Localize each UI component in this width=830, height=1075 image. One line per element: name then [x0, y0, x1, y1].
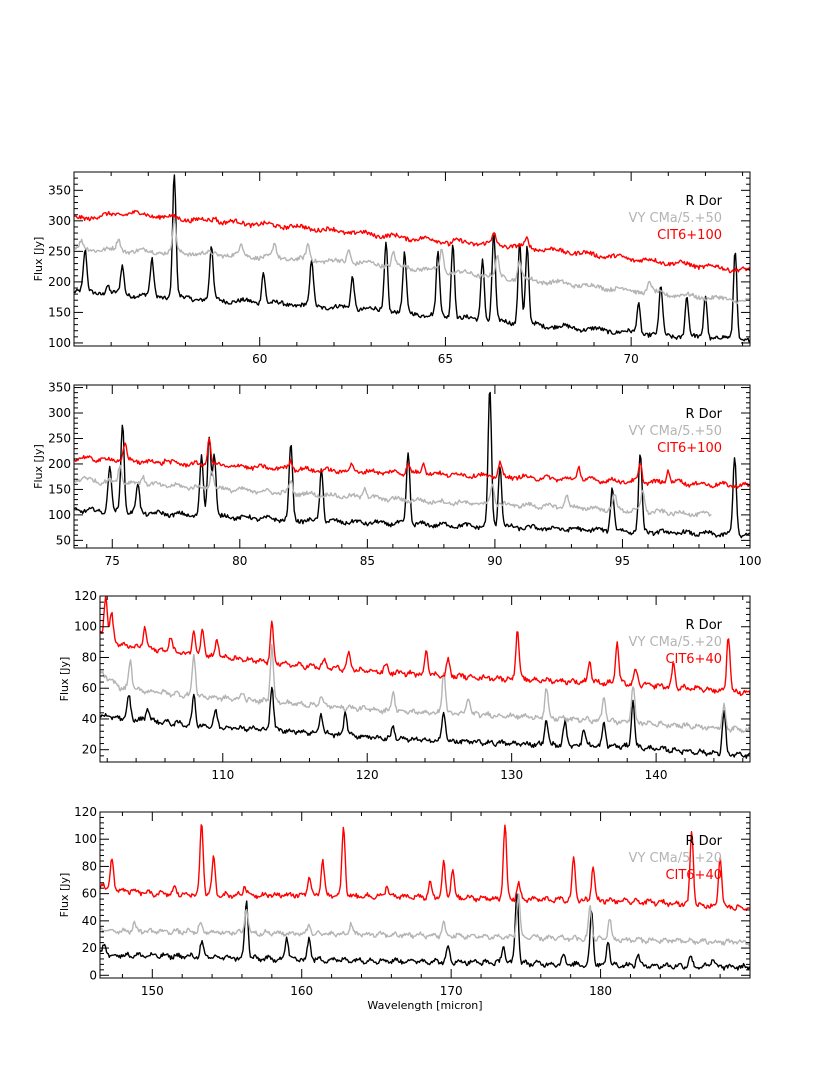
x-tick-label: 80 — [232, 554, 247, 568]
x-tick-label: 60 — [252, 352, 267, 366]
y-tick-label: 100 — [48, 508, 71, 522]
y-tick-label: 20 — [82, 743, 97, 757]
series-line-vy-cma-5-50 — [74, 217, 750, 305]
legend-entry: VY CMa/5.+50 — [629, 211, 722, 226]
y-tick-label: 300 — [48, 406, 71, 420]
x-tick-label: 120 — [356, 768, 379, 782]
y-tick-label: 300 — [48, 214, 71, 228]
x-tick-label: 160 — [290, 984, 313, 998]
series-line-cit6-40 — [100, 824, 750, 911]
y-tick-label: 250 — [48, 244, 71, 258]
x-tick-label: 170 — [440, 984, 463, 998]
y-tick-label: 80 — [82, 650, 97, 664]
x-tick-label: 180 — [589, 984, 612, 998]
x-tick-label: 75 — [105, 554, 120, 568]
legend-entry: CIT6+100 — [657, 228, 722, 243]
x-tick-label: 150 — [141, 984, 164, 998]
series-line-vy-cma-5-20 — [100, 893, 750, 947]
legend-entry: CIT6+40 — [665, 652, 722, 667]
y-tick-label: 80 — [82, 859, 97, 873]
x-tick-label: 85 — [360, 554, 375, 568]
x-tick-label: 130 — [500, 768, 523, 782]
panel-4: 150 160 170 180 0 20 40 60 80 100 120 Flux [Jy] Wave… — [58, 805, 751, 1012]
panel-1: 60 65 70 100 150 200 250 300 350 Flux [Jy] R Dor VY… — [32, 171, 751, 366]
series-line-cit6-40 — [100, 596, 750, 696]
x-tick-label: 100 — [739, 554, 762, 568]
panel-3: 110 120 130 140 20 40 60 80 100 120 Flux [Jy] R Dor… — [58, 589, 751, 782]
y-tick-label: 50 — [56, 533, 71, 547]
y-tick-label: 100 — [74, 832, 97, 846]
y-tick-label: 60 — [82, 681, 97, 695]
y-tick-label: 150 — [48, 305, 71, 319]
y-tick-label: 100 — [48, 336, 71, 350]
series-line-r-dor — [100, 686, 750, 759]
plot-frame — [99, 595, 751, 763]
y-axis-label: Flux [Jy] — [58, 873, 71, 918]
y-axis-label: Flux [Jy] — [58, 657, 71, 702]
y-tick-label: 200 — [48, 457, 71, 471]
series-line-r-dor — [100, 893, 750, 971]
panel-2: 75 80 85 90 95 100 50 100 150 200 250 300 350 Flux [J… — [32, 381, 761, 568]
series-line-cit6-100 — [74, 437, 750, 489]
x-tick-label: 140 — [645, 768, 668, 782]
y-tick-label: 40 — [82, 712, 97, 726]
legend-entry: VY CMa/5.+20 — [629, 635, 722, 650]
y-tick-label: 350 — [48, 381, 71, 395]
y-tick-label: 120 — [74, 589, 97, 603]
series-line-r-dor — [74, 174, 750, 343]
y-tick-label: 100 — [74, 620, 97, 634]
series-line-vy-cma-5-20 — [100, 644, 750, 733]
x-tick-label: 70 — [624, 352, 639, 366]
y-tick-label: 20 — [82, 941, 97, 955]
y-tick-label: 0 — [89, 968, 97, 982]
x-axis-label: Wavelength [micron] — [367, 999, 482, 1012]
legend-entry: CIT6+40 — [665, 868, 722, 883]
y-tick-label: 120 — [74, 805, 97, 819]
legend-entry: VY CMa/5.+20 — [629, 851, 722, 866]
legend-entry: R Dor — [686, 407, 723, 422]
y-tick-label: 150 — [48, 482, 71, 496]
y-tick-label: 40 — [82, 914, 97, 928]
y-tick-label: 200 — [48, 275, 71, 289]
legend-entry: R Dor — [686, 834, 723, 849]
series-group — [100, 596, 750, 759]
y-tick-label: 60 — [82, 887, 97, 901]
x-tick-label: 110 — [211, 768, 234, 782]
series-group — [74, 174, 750, 343]
y-tick-label: 250 — [48, 431, 71, 445]
legend-entry: CIT6+100 — [657, 441, 722, 456]
legend-entry: R Dor — [686, 194, 723, 209]
y-axis-label: Flux [Jy] — [32, 444, 45, 489]
x-tick-label: 90 — [487, 554, 502, 568]
plot-frame — [99, 811, 751, 979]
y-tick-label: 350 — [48, 183, 71, 197]
legend-entry: R Dor — [686, 618, 723, 633]
series-group — [100, 824, 750, 971]
plot-frame — [73, 384, 751, 549]
series-line-r-dor — [74, 391, 750, 539]
plot-frame — [73, 171, 751, 347]
series-line-cit6-100 — [74, 209, 750, 274]
y-axis-label: Flux [Jy] — [32, 237, 45, 282]
x-tick-label: 65 — [438, 352, 453, 366]
series-line-vy-cma-5-50 — [74, 464, 712, 518]
series-group — [74, 391, 750, 539]
x-tick-label: 95 — [615, 554, 630, 568]
legend-entry: VY CMa/5.+50 — [629, 424, 722, 439]
